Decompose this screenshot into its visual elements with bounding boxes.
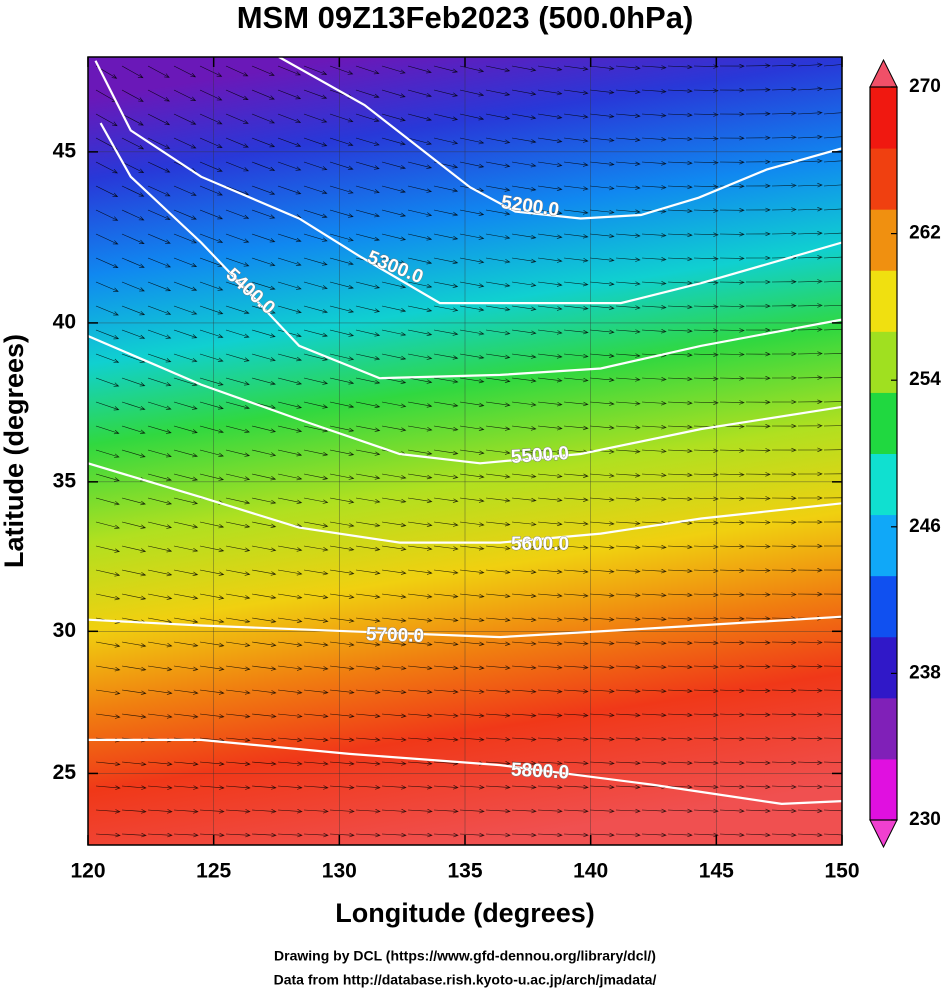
colorbar-tick-label: 254 bbox=[909, 369, 941, 390]
y-tick-label: 30 bbox=[53, 619, 76, 642]
colorbar-segment bbox=[870, 392, 897, 454]
colorbar: 230 238 246 254 262 270 bbox=[869, 58, 941, 849]
y-tick-label: 35 bbox=[53, 469, 77, 492]
colorbar-segment bbox=[870, 270, 897, 332]
contour-line bbox=[278, 57, 842, 220]
x-axis-label: Longitude (degrees) bbox=[335, 898, 595, 928]
colorbar-tick-label: 262 bbox=[909, 223, 941, 244]
footer-text: Drawing by DCL (https://www.gfd-dennou.o… bbox=[274, 948, 656, 964]
colorbar-segment bbox=[870, 514, 897, 577]
colorbar-extend-bottom bbox=[869, 819, 898, 849]
colorbar-tick-label: 270 bbox=[909, 76, 941, 97]
colorbar-segment bbox=[870, 209, 897, 271]
chart-title: MSM 09Z13Feb2023 (500.0hPa) bbox=[237, 0, 694, 35]
x-tick-label: 150 bbox=[824, 860, 859, 883]
contour-line bbox=[88, 615, 842, 639]
colorbar-segment bbox=[870, 453, 897, 516]
colorbar-tick-label: 238 bbox=[909, 662, 941, 683]
x-tick-label: 120 bbox=[70, 860, 105, 883]
contour-line bbox=[88, 334, 842, 465]
y-tick-label: 40 bbox=[53, 310, 76, 333]
colorbar-segment bbox=[870, 758, 897, 821]
contour-line bbox=[94, 60, 842, 305]
colorbar-frame bbox=[869, 86, 898, 821]
y-tick-label: 45 bbox=[53, 139, 77, 162]
wind-vectors bbox=[95, 62, 842, 838]
contour-label: 5700.0 bbox=[366, 624, 425, 647]
colorbar-segment bbox=[870, 331, 897, 393]
colorbar-segment bbox=[870, 87, 897, 149]
colorbar-segment bbox=[870, 575, 897, 638]
footer-text: Data from http://database.rish.kyoto-u.a… bbox=[274, 972, 657, 988]
x-tick-label: 125 bbox=[196, 860, 231, 883]
x-tick-label: 130 bbox=[322, 860, 357, 883]
colorbar-segment bbox=[870, 636, 897, 699]
contour-line bbox=[88, 738, 842, 806]
y-axis-label: Latitude (degrees) bbox=[0, 334, 29, 568]
colorbar-tick-label: 230 bbox=[909, 809, 941, 830]
colorbar-segment bbox=[870, 697, 897, 760]
contour-line bbox=[88, 462, 842, 544]
x-tick-label: 145 bbox=[699, 860, 734, 883]
colorbar-tick-label: 246 bbox=[909, 516, 941, 537]
axes: 120 125 130 135 140 145 150 25 30 35 40 45 bbox=[53, 57, 860, 883]
y-tick-label: 25 bbox=[53, 761, 77, 784]
colorbar-segment bbox=[870, 148, 897, 210]
x-tick-label: 140 bbox=[573, 860, 608, 883]
contour-label: 5600.0 bbox=[511, 534, 569, 555]
x-tick-label: 135 bbox=[447, 860, 482, 883]
contour-label: 5800.0 bbox=[510, 760, 569, 784]
contour-label: 5500.0 bbox=[510, 443, 569, 468]
colorbar-extend-top bbox=[869, 58, 898, 88]
contour-line bbox=[99, 122, 842, 380]
wind-arrows bbox=[95, 62, 842, 838]
